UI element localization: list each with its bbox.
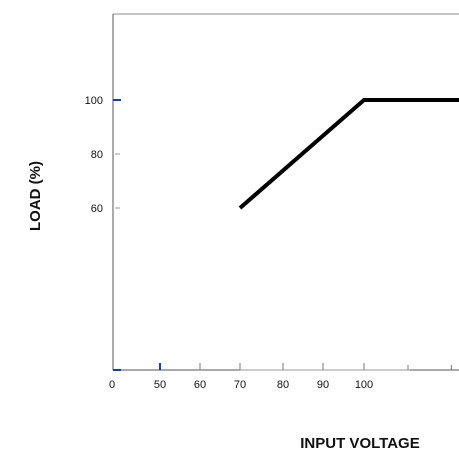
x-ticks: 0 50 60 70 80 90 100 (109, 363, 452, 391)
y-ticks: 60 80 100 (85, 95, 121, 371)
y-tick-label-60: 60 (91, 203, 103, 215)
y-axis-label: LOAD (%) (27, 161, 44, 231)
x-tick-label-60: 60 (194, 379, 206, 391)
x-axis-label: INPUT VOLTAGE (300, 435, 419, 452)
x-tick-label-0: 0 (109, 379, 115, 391)
x-tick-label-50: 50 (154, 379, 166, 391)
x-tick-label-100: 100 (355, 379, 373, 391)
series-layer (238, 98, 459, 210)
series-line-0 (238, 98, 459, 210)
y-tick-label-80: 80 (91, 149, 103, 161)
x-tick-label-70: 70 (234, 379, 246, 391)
y-tick-label-100: 100 (85, 95, 103, 107)
x-tick-label-90: 90 (317, 379, 329, 391)
x-tick-label-80: 80 (277, 379, 289, 391)
